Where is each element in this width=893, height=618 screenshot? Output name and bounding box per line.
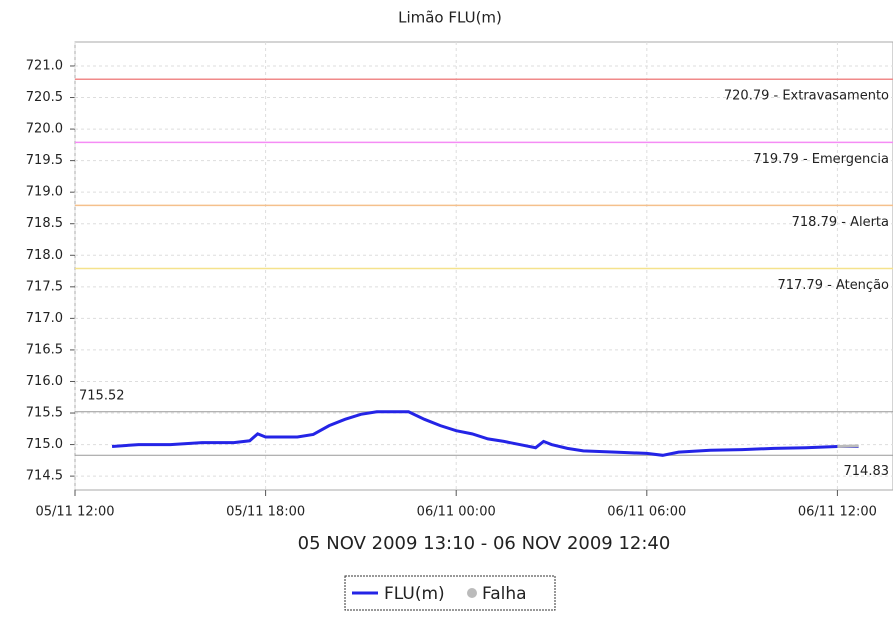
y-tick-label: 715.5 (26, 406, 63, 421)
x-tick-label: 06/11 06:00 (607, 505, 686, 520)
data-line (837, 444, 859, 448)
y-tick-label: 716.5 (26, 342, 63, 357)
y-tick-label: 716.0 (26, 374, 63, 389)
chart-title: Limão FLU(m) (398, 9, 502, 27)
data-line (111, 410, 859, 457)
chart-subtitle: 05 NOV 2009 13:10 - 06 NOV 2009 12:40 (298, 533, 671, 554)
y-tick-label: 719.5 (26, 153, 63, 168)
threshold-label: 717.79 - Atenção (777, 278, 889, 293)
legend-label: Falha (482, 584, 527, 604)
plot-area (74, 41, 893, 491)
y-tick-label: 715.0 (26, 437, 63, 452)
threshold-label: 718.79 - Alerta (792, 215, 889, 230)
y-tick-label: 718.0 (26, 248, 63, 263)
y-tick-label: 717.0 (26, 311, 63, 326)
max-label: 715.52 (79, 388, 125, 403)
y-tick-label: 720.0 (26, 122, 63, 137)
threshold-label: 719.79 - Emergencia (753, 152, 889, 167)
legend-box (344, 575, 556, 611)
y-tick-label: 720.5 (26, 90, 63, 105)
x-tick-label: 05/11 12:00 (35, 505, 114, 520)
y-tick-label: 714.5 (26, 469, 63, 484)
x-tick-label: 06/11 12:00 (798, 505, 877, 520)
min-label: 714.83 (844, 464, 890, 479)
threshold-label: 720.79 - Extravasamento (724, 89, 889, 104)
x-tick-label: 05/11 18:00 (226, 505, 305, 520)
legend-swatch (467, 588, 477, 598)
legend-label: FLU(m) (384, 584, 445, 604)
y-tick-label: 721.0 (26, 58, 63, 73)
y-tick-label: 719.0 (26, 185, 63, 200)
y-tick-label: 718.5 (26, 216, 63, 231)
y-tick-label: 717.5 (26, 279, 63, 294)
x-tick-label: 06/11 00:00 (417, 505, 496, 520)
